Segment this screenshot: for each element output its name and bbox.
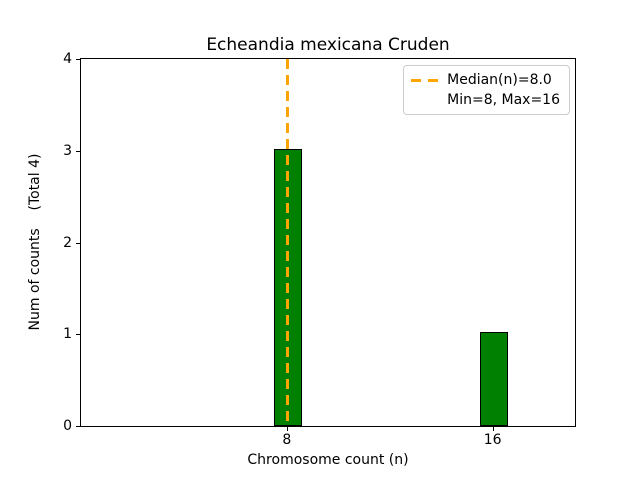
bar-n16 [479,332,508,426]
plot-area: Median(n)=8.0 Min=8, Max=16 [80,58,576,427]
chart-title: Echeandia mexicana Cruden [206,35,450,55]
y-tick-1 [76,334,80,336]
legend-swatch-spacer [411,99,438,102]
y-tick-label-2: 2 [63,234,72,251]
x-axis-label: Chromosome count (n) [247,452,409,468]
y-tick-2 [76,242,80,244]
y-tick-label-3: 3 [63,142,72,159]
y-tick-4 [76,59,80,60]
legend-entry-median: Median(n)=8.0 [411,70,560,90]
legend: Median(n)=8.0 Min=8, Max=16 [403,65,570,115]
x-tick-label-n16: 16 [483,432,502,448]
median-line [285,59,289,426]
x-tick-n8 [286,427,288,431]
x-tick-label-n8: 8 [282,432,292,448]
y-axis-label: Num of counts (Total 4) [27,153,43,331]
median-dashed-line-swatch [411,78,439,82]
y-tick-label-4: 4 [63,51,72,67]
y-tick-3 [76,150,80,152]
y-tick-label-0: 0 [63,418,72,434]
y-tick-label-1: 1 [63,326,72,343]
legend-label-median: Median(n)=8.0 [447,72,552,88]
legend-label-minmax: Min=8, Max=16 [447,92,560,108]
legend-entry-minmax: Min=8, Max=16 [411,90,560,110]
y-tick-0 [76,426,80,427]
x-tick-n16 [492,427,494,431]
